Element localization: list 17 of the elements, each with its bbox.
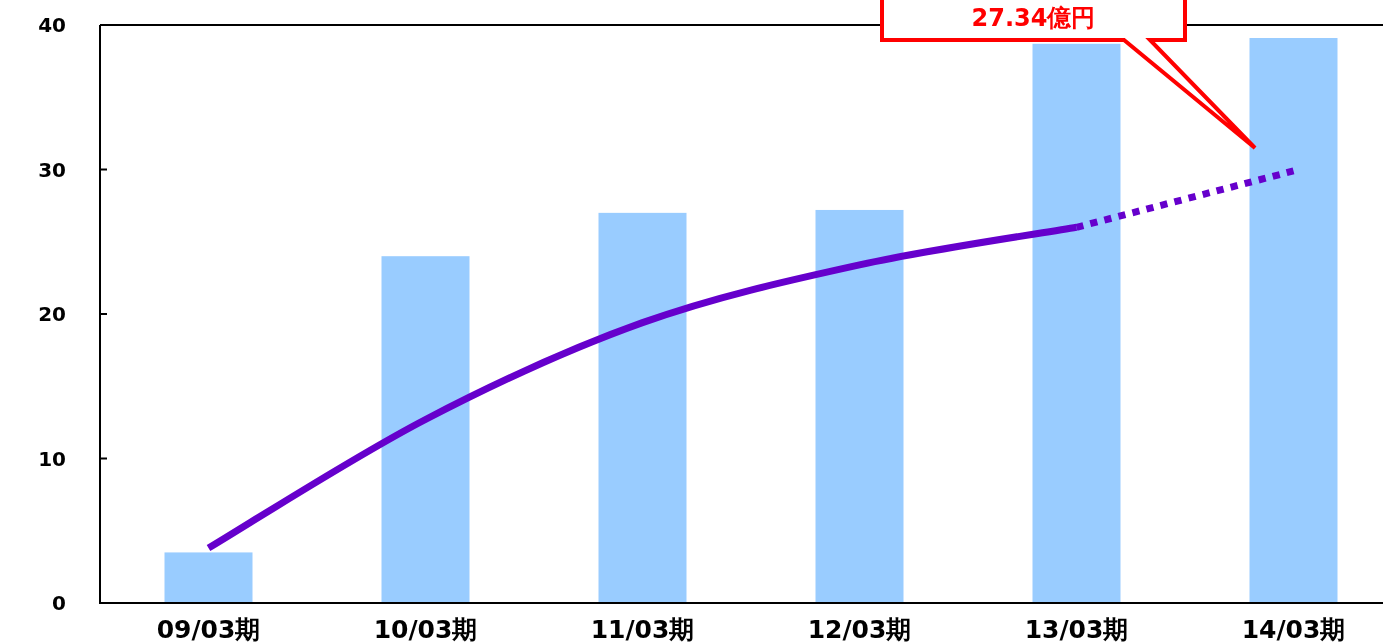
bar bbox=[598, 212, 687, 603]
x-tick-label: 09/03期 bbox=[156, 615, 261, 644]
y-tick-label: 10 bbox=[38, 446, 66, 471]
x-tick-label: 13/03期 bbox=[1024, 615, 1129, 644]
x-tick-label: 12/03期 bbox=[807, 615, 912, 644]
y-tick-label: 20 bbox=[38, 302, 66, 326]
annotation: 27.34億円 bbox=[971, 4, 1096, 32]
annotation: 27.34億円 bbox=[880, 0, 1257, 150]
bar bbox=[164, 552, 253, 603]
y-tick-label: 40 bbox=[38, 13, 66, 37]
y-tick-label: 0 bbox=[52, 591, 66, 615]
bar bbox=[815, 209, 904, 603]
x-tick-label: 11/03期 bbox=[590, 615, 695, 644]
x-tick-label: 14/03期 bbox=[1241, 615, 1346, 644]
x-tick-label: 10/03期 bbox=[373, 615, 478, 644]
y-tick-label: 30 bbox=[38, 157, 66, 182]
bar bbox=[381, 256, 470, 603]
